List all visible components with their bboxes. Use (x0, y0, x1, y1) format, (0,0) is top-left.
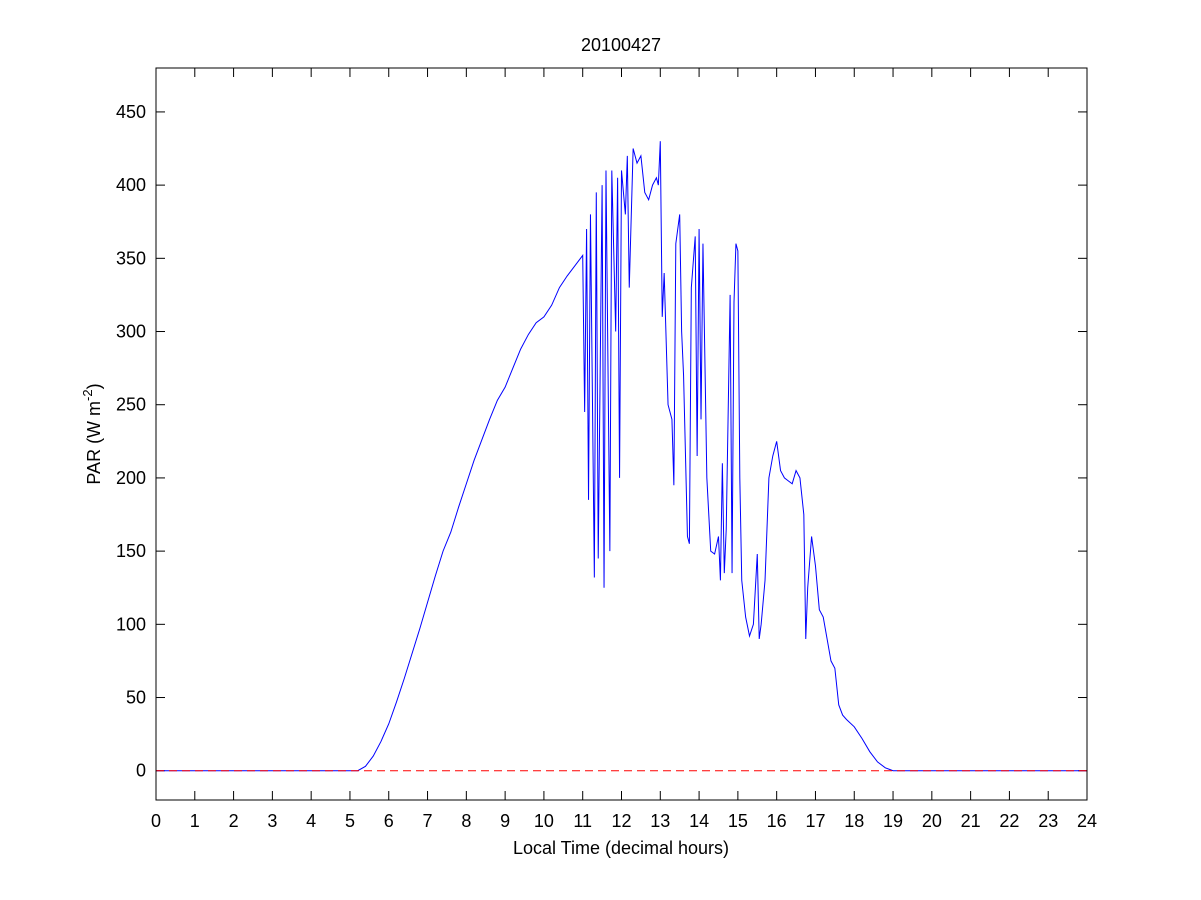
x-axis-label: Local Time (decimal hours) (513, 838, 729, 858)
x-tick-label: 13 (650, 811, 670, 831)
x-tick-label: 8 (461, 811, 471, 831)
x-tick-label: 20 (922, 811, 942, 831)
y-tick-label: 50 (126, 688, 146, 708)
x-tick-label: 15 (728, 811, 748, 831)
x-tick-label: 24 (1077, 811, 1097, 831)
x-tick-label: 16 (767, 811, 787, 831)
y-axis-label-text: PAR (W m (84, 401, 104, 485)
x-tick-label: 1 (190, 811, 200, 831)
x-tick-label: 22 (999, 811, 1019, 831)
y-tick-label: 450 (116, 102, 146, 122)
x-tick-label: 23 (1038, 811, 1058, 831)
chart-title: 20100427 (581, 35, 661, 55)
x-tick-label: 19 (883, 811, 903, 831)
y-axis-label-tail: ) (84, 383, 104, 389)
x-tick-label: 7 (423, 811, 433, 831)
x-tick-label: 17 (805, 811, 825, 831)
x-tick-label: 14 (689, 811, 709, 831)
x-tick-label: 2 (229, 811, 239, 831)
y-tick-label: 300 (116, 322, 146, 342)
x-tick-label: 18 (844, 811, 864, 831)
plot-frame (155, 67, 1088, 801)
y-tick-label: 100 (116, 614, 146, 634)
x-tick-label: 9 (500, 811, 510, 831)
y-tick-label: 250 (116, 395, 146, 415)
data-line (156, 141, 1087, 772)
y-axis-label: PAR (W m-2) (80, 383, 104, 484)
x-tick-label: 6 (384, 811, 394, 831)
x-tick-label: 5 (345, 811, 355, 831)
y-tick-label: 200 (116, 468, 146, 488)
x-tick-label: 10 (534, 811, 554, 831)
x-tick-label: 0 (151, 811, 161, 831)
x-tick-label: 3 (267, 811, 277, 831)
x-tick-label: 21 (961, 811, 981, 831)
y-tick-label: 400 (116, 175, 146, 195)
x-tick-label: 11 (573, 811, 592, 831)
x-tick-label: 4 (306, 811, 316, 831)
y-tick-label: 150 (116, 541, 146, 561)
y-axis-label-sup: -2 (80, 389, 95, 401)
x-tick-label: 12 (611, 811, 631, 831)
y-tick-label: 350 (116, 248, 146, 268)
y-tick-label: 0 (136, 761, 146, 781)
